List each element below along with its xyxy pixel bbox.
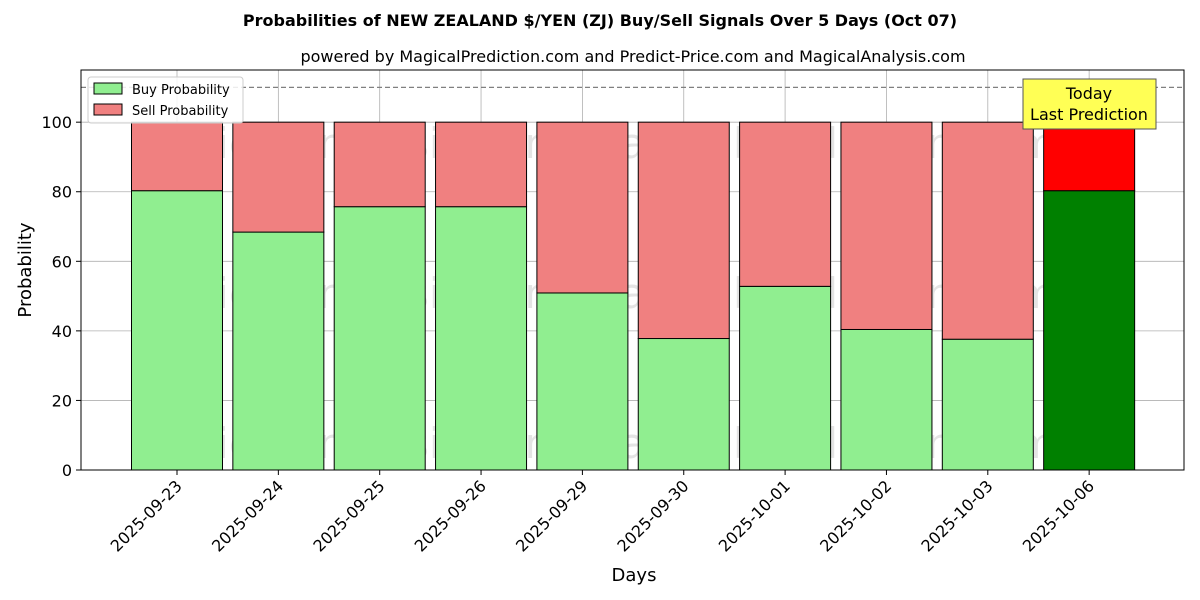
x-tick-label: 2025-10-03 (917, 476, 996, 555)
bar-sell-2025-10-06 (1043, 121, 1136, 192)
chart-subtitle: powered by MagicalPrediction.com and Pre… (300, 47, 965, 66)
bar-sell-2025-09-23 (131, 121, 223, 192)
legend-frame (87, 76, 244, 124)
bar-sell-2025-10-02 (840, 121, 933, 330)
legend-swatch-sell (93, 103, 123, 116)
bar-sell-2025-10-03 (941, 121, 1034, 340)
y-axis-label: Probability (15, 222, 36, 317)
x-axis: 2025-09-23 2025-09-24 2025-09-25 2025-09-26… (107, 470, 1098, 556)
x-tick-label: 2025-09-25 (309, 476, 388, 555)
x-tick-label: 2025-09-26 (411, 476, 490, 555)
y-tick-label: 0 (62, 461, 72, 480)
x-tick-label: 2025-09-23 (107, 476, 186, 555)
bars (131, 121, 1136, 471)
bar-buy-2025-10-01 (739, 285, 832, 471)
x-tick-label: 2025-09-24 (208, 476, 287, 555)
bar-sell-2025-09-25 (333, 121, 426, 208)
legend-label-sell: Sell Probability (132, 104, 229, 119)
today-annotation-line2: Last Prediction (1030, 105, 1148, 124)
bar-buy-2025-09-26 (435, 206, 528, 471)
x-tick-label: 2025-10-06 (1019, 476, 1098, 555)
y-tick-label: 60 (52, 252, 72, 271)
today-annotation-line1: Today (1065, 84, 1112, 103)
bar-sell-2025-10-01 (739, 121, 832, 287)
y-axis: 0 20 40 60 80 100 (41, 113, 81, 480)
legend-swatch-buy (93, 82, 123, 95)
bar-buy-2025-09-24 (232, 231, 325, 471)
x-tick-label: 2025-09-29 (512, 476, 591, 555)
legend: Buy Probability Sell Probability (87, 76, 244, 124)
x-tick-label: 2025-10-01 (715, 476, 794, 555)
bar-buy-2025-10-03 (941, 338, 1034, 471)
legend-label-buy: Buy Probability (132, 83, 230, 98)
bar-sell-2025-09-30 (637, 121, 730, 340)
y-tick-label: 100 (41, 113, 72, 132)
y-tick-label: 40 (52, 322, 72, 341)
plot-frame (80, 69, 1185, 471)
bar-buy-2025-09-30 (637, 338, 730, 471)
bar-buy-2025-10-02 (840, 328, 933, 471)
y-tick-label: 80 (52, 183, 72, 202)
today-annotation: Today Last Prediction (1022, 78, 1157, 130)
bar-sell-2025-09-29 (536, 121, 629, 294)
bar-buy-2025-09-29 (536, 292, 629, 471)
today-annotation-box (1022, 78, 1157, 130)
bar-sell-2025-09-24 (232, 121, 325, 233)
x-tick-label: 2025-09-30 (613, 476, 692, 555)
bar-buy-2025-10-06 (1043, 190, 1136, 471)
bar-buy-2025-09-23 (131, 190, 223, 471)
x-tick-label: 2025-10-02 (816, 476, 895, 555)
bar-sell-2025-09-26 (435, 121, 528, 208)
bar-buy-2025-09-25 (333, 206, 426, 471)
chart-title: Probabilities of NEW ZEALAND $/YEN (ZJ) … (243, 11, 957, 30)
x-axis-label: Days (612, 565, 657, 586)
y-tick-label: 20 (52, 391, 72, 410)
